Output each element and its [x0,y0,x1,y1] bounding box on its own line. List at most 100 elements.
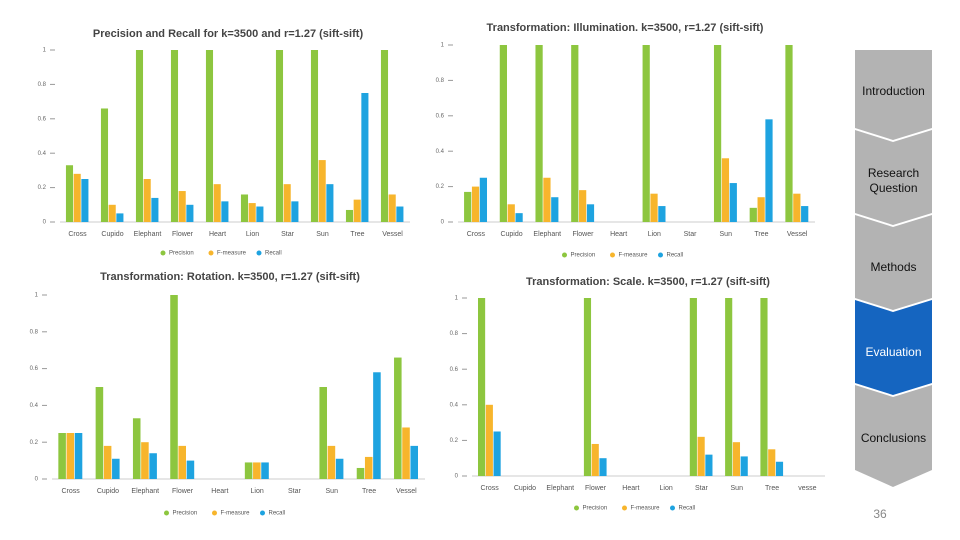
legend-swatch [164,510,169,516]
bar [768,449,776,476]
x-tick-label: Vessel [396,488,417,495]
x-tick-label: Cross [68,231,87,238]
x-tick-label: Cross [62,488,81,495]
nav-chevron [855,130,932,225]
bar [256,206,264,222]
bar [151,197,159,222]
bar [515,213,523,222]
bar [353,199,361,222]
x-tick-label: Vessel [787,231,808,238]
x-tick-label: Flower [585,485,607,492]
bar [740,456,748,476]
x-tick-label: Cross [481,485,500,492]
y-tick-label: 0.4 [450,402,459,408]
bar [143,179,151,222]
x-tick-label: Sun [326,488,339,495]
bar [642,45,650,222]
bar [729,183,737,222]
x-tick-label: Tree [765,485,779,492]
bar [205,50,214,222]
y-tick-label: 0.4 [30,403,39,409]
x-tick-label: Cross [467,231,486,238]
bar [361,93,369,222]
x-tick-label: Cupido [500,231,522,238]
y-tick-label: 1 [35,293,39,299]
bar [793,193,801,222]
x-tick-label: vesse [798,485,816,492]
x-tick-label: Vessel [382,231,403,238]
legend-label: Recall [679,506,696,512]
nav-item[interactable]: Methods [870,260,917,274]
bar [310,50,319,222]
bar [725,298,733,476]
bar [464,191,472,222]
x-tick-label: Cupido [97,488,119,495]
bar [478,298,486,476]
nav-item[interactable]: Introduction [862,84,925,98]
y-tick-label: 0 [43,220,47,226]
y-tick-label: 0 [35,477,39,483]
bar [213,184,221,222]
y-tick-label: 0.8 [436,78,445,84]
x-tick-label: Heart [209,231,226,238]
x-tick-label: Sun [316,231,329,238]
bar [178,191,186,222]
bar [108,204,116,222]
x-tick-label: Star [684,231,698,238]
legend-label: F-measure [217,251,247,257]
bar [178,445,186,479]
y-tick-label: 0.6 [30,366,39,372]
bar [697,436,705,476]
x-tick-label: Elephant [131,488,159,495]
bar [775,461,784,476]
bar [583,298,592,476]
nav-item[interactable]: Research Question [867,166,920,195]
bar [586,204,595,222]
legend-label: F-measure [619,253,649,259]
bar [132,418,141,479]
y-tick-label: 1 [43,48,47,54]
bar [551,197,559,222]
bar [571,45,579,222]
nav-chevron-active [855,300,932,395]
legend-swatch [670,505,675,511]
bar [186,460,195,479]
bar [253,462,261,479]
bar [493,431,501,476]
x-tick-label: Flower [172,488,194,495]
y-tick-label: 0 [455,474,459,480]
bar [543,177,551,222]
y-tick-label: 0.8 [450,331,459,337]
legend-swatch [658,252,663,258]
x-tick-label: Tree [754,231,768,238]
x-tick-label: Sun [731,485,744,492]
bar [100,108,109,222]
x-tick-label: Star [695,485,709,492]
x-tick-label: Star [281,231,295,238]
y-tick-label: 1 [455,296,459,302]
nav-item[interactable]: Conclusions [860,431,927,445]
legend-label: Recall [265,251,282,257]
bar [388,194,396,222]
x-tick-label: Lion [660,485,673,492]
x-tick-label: Flower [572,231,594,238]
bar [170,50,179,222]
nav-item-active[interactable]: Evaluation [865,345,922,359]
bar [658,206,666,222]
x-tick-label: Cupido [101,231,123,238]
bar [396,206,404,222]
bar [749,207,757,222]
bar [248,203,256,222]
y-tick-label: 0.2 [38,185,47,191]
bar [65,165,74,222]
legend-swatch [256,250,262,256]
y-tick-label: 0.2 [30,440,39,446]
x-tick-label: Star [288,488,302,495]
x-tick-label: Lion [648,231,661,238]
legend-label: F-measure [221,511,251,517]
x-tick-label: Lion [251,488,264,495]
y-tick-label: 0.2 [450,438,459,444]
x-tick-label: Flower [172,231,194,238]
bar [485,404,493,476]
page-number: 36 [873,507,887,521]
